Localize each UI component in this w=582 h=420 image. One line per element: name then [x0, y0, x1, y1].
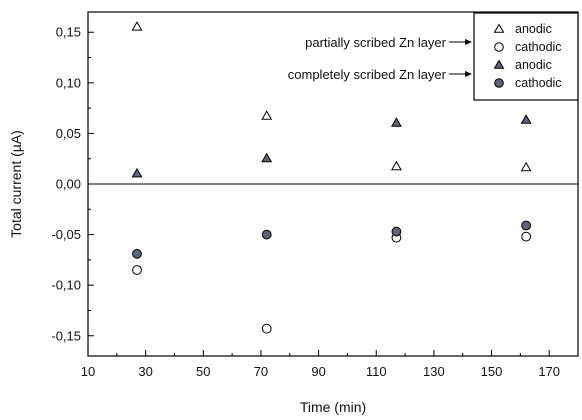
- legend-group-label: partially scribed Zn layer: [305, 35, 447, 50]
- y-tick-label: 0,15: [56, 25, 81, 40]
- x-tick-label: 170: [538, 364, 560, 379]
- legend-label: cathodic: [515, 40, 562, 54]
- y-tick-label: -0,15: [51, 328, 81, 343]
- x-tick-label: 150: [481, 364, 503, 379]
- y-tick-label: 0,00: [56, 177, 81, 192]
- legend-open-circle-marker: [494, 42, 504, 52]
- filled-triangle-point: [131, 167, 143, 178]
- legend-group-arrowhead: [465, 71, 472, 77]
- filled-triangle-point: [390, 117, 402, 127]
- x-tick-label: 30: [138, 364, 152, 379]
- legend-group-arrowhead: [465, 39, 472, 45]
- legend-entry: anodic: [493, 22, 552, 36]
- y-axis-label: Total current (µA): [8, 130, 24, 238]
- x-axis-ticks: 10 30 50 70 90 110 130 150 170: [81, 350, 579, 379]
- x-tick-label: 50: [196, 364, 210, 379]
- y-axis-ticks: 0,15 0,10 0,05 0,00 -0,05 -0,10 -0,15: [51, 25, 94, 343]
- filled-circle-point: [521, 220, 532, 231]
- legend-filled-triangle-marker: [493, 59, 505, 69]
- open-triangle-point: [261, 110, 273, 120]
- filled-circle-point: [261, 229, 272, 240]
- legend-label: anodic: [515, 58, 552, 72]
- y-tick-label: 0,05: [56, 126, 81, 141]
- open-triangle-point: [131, 21, 143, 31]
- filled-circle-point: [391, 226, 402, 237]
- x-tick-label: 110: [366, 364, 387, 379]
- legend-open-triangle-marker: [493, 23, 505, 33]
- legend-group-annotation: partially scribed Zn layer: [305, 35, 472, 50]
- open-triangle-point: [520, 161, 532, 172]
- legend-entry: anodic: [493, 58, 552, 72]
- x-tick-label: 10: [81, 364, 95, 379]
- y-tick-label: 0,10: [56, 75, 81, 90]
- legend-box: [473, 12, 579, 101]
- x-tick-label: 130: [423, 364, 445, 379]
- x-tick-label: 70: [254, 364, 268, 379]
- legend-entry: cathodic: [494, 76, 562, 90]
- open-triangle-point: [390, 160, 402, 171]
- y-tick-label: -0,10: [51, 278, 81, 293]
- legend-filled-circle-marker: [494, 78, 504, 88]
- open-circle-point: [261, 323, 272, 334]
- filled-triangle-point: [261, 152, 273, 163]
- open-circle-point: [132, 265, 142, 275]
- filled-circle-point: [132, 248, 142, 259]
- data-points: [131, 21, 532, 334]
- x-axis-label: Time (min): [300, 399, 366, 415]
- open-circle-point: [521, 231, 532, 242]
- legend-group-annotation: completely scribed Zn layer: [288, 67, 472, 82]
- x-tick-label: 90: [311, 364, 325, 379]
- legend-label: cathodic: [515, 76, 562, 90]
- legend-group-label: completely scribed Zn layer: [288, 67, 447, 82]
- legend-label: anodic: [515, 22, 552, 36]
- legend: anodic cathodic anodic cathodic: [473, 12, 579, 101]
- y-tick-label: -0,05: [51, 227, 81, 242]
- filled-triangle-point: [520, 114, 532, 124]
- legend-entry: cathodic: [494, 40, 562, 54]
